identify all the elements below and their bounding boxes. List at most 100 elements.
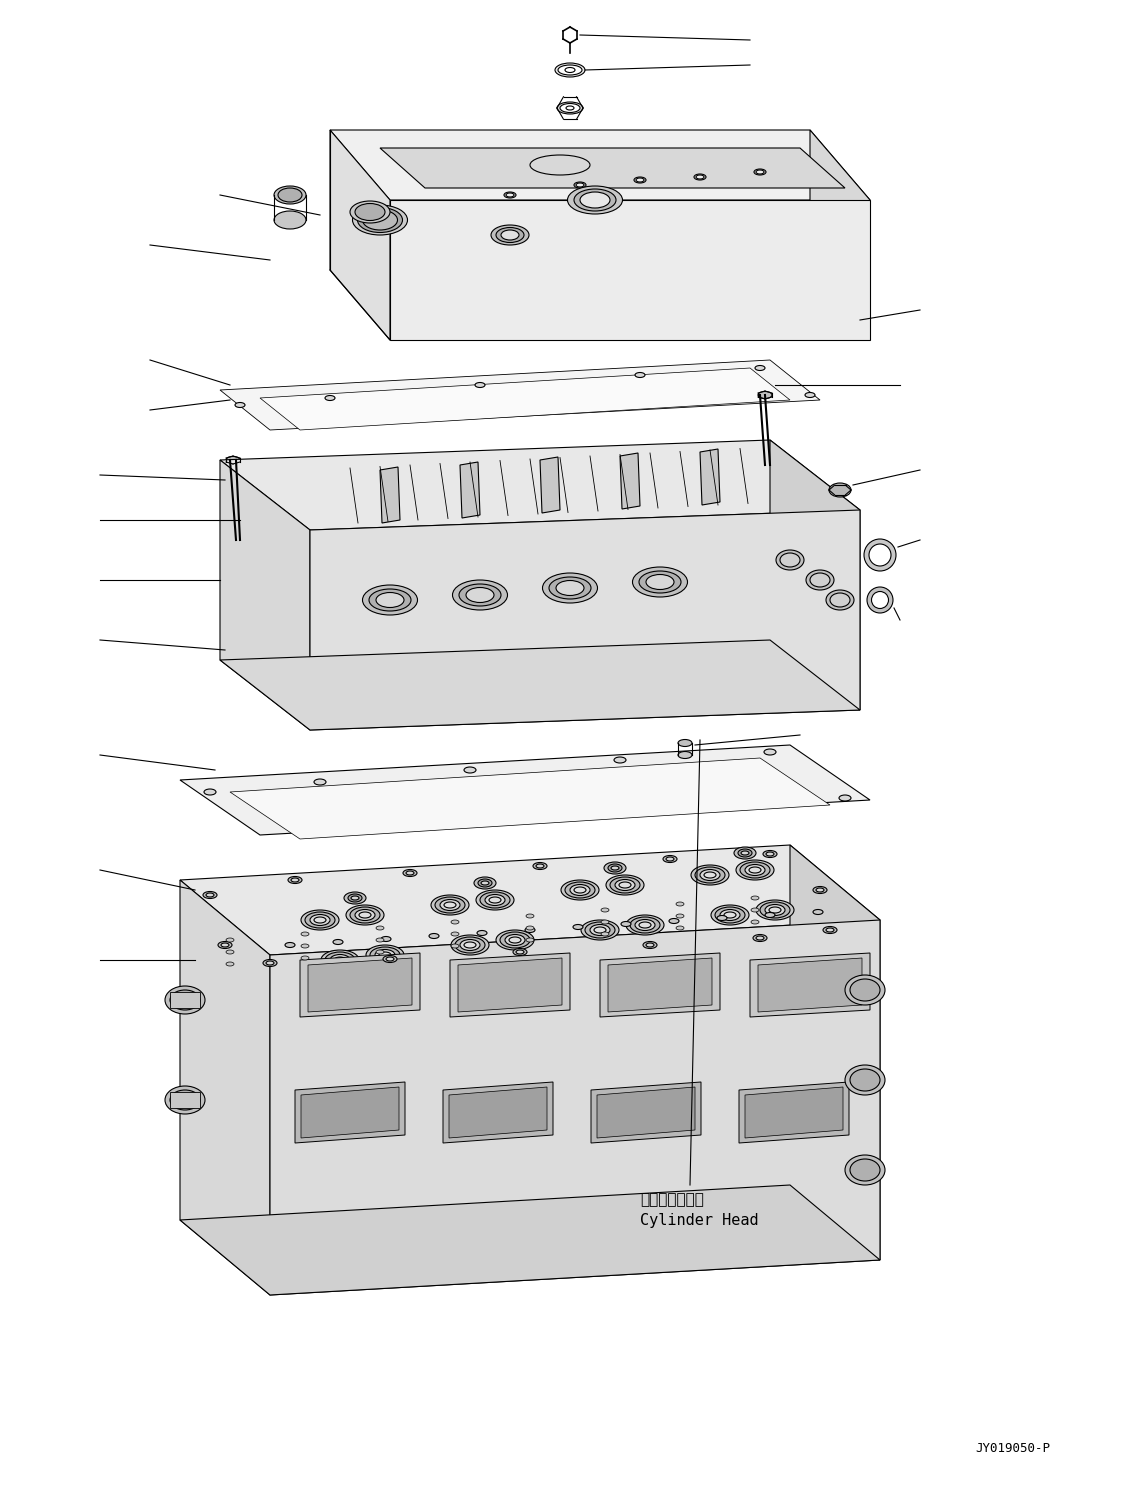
Ellipse shape [491,226,529,245]
Ellipse shape [288,876,302,884]
Ellipse shape [608,864,622,872]
Ellipse shape [330,955,350,965]
Ellipse shape [806,570,834,590]
Ellipse shape [780,552,800,567]
Ellipse shape [766,852,774,855]
Ellipse shape [555,581,584,595]
Ellipse shape [632,567,687,597]
Ellipse shape [350,200,390,223]
Ellipse shape [769,907,781,913]
Ellipse shape [344,892,366,904]
Ellipse shape [776,549,804,570]
Ellipse shape [630,918,660,933]
Ellipse shape [614,757,626,763]
Ellipse shape [477,931,487,936]
Polygon shape [270,921,880,1295]
Ellipse shape [646,575,674,590]
Ellipse shape [568,186,623,214]
Ellipse shape [370,947,400,962]
Ellipse shape [669,919,679,924]
Ellipse shape [612,866,620,870]
Ellipse shape [451,936,489,955]
Ellipse shape [810,573,830,587]
Polygon shape [450,953,570,1017]
Polygon shape [259,368,790,431]
Ellipse shape [474,878,496,890]
Ellipse shape [203,891,217,898]
Ellipse shape [826,590,854,610]
Ellipse shape [549,578,591,598]
Ellipse shape [285,943,295,947]
Ellipse shape [754,169,766,175]
Ellipse shape [845,1155,885,1185]
Ellipse shape [678,740,692,747]
Ellipse shape [301,933,309,936]
Polygon shape [230,757,830,839]
Ellipse shape [704,872,716,878]
Ellipse shape [366,944,403,965]
Ellipse shape [314,918,326,924]
Polygon shape [179,881,270,1295]
Ellipse shape [543,573,598,603]
Polygon shape [449,1087,547,1138]
Polygon shape [700,448,720,505]
Polygon shape [379,148,845,189]
Ellipse shape [475,383,485,388]
Polygon shape [179,845,880,955]
Ellipse shape [274,211,306,229]
Polygon shape [770,440,860,710]
Ellipse shape [724,912,736,918]
Ellipse shape [756,900,794,921]
Ellipse shape [499,933,530,947]
Ellipse shape [451,944,459,947]
Ellipse shape [235,402,245,407]
Ellipse shape [481,881,489,885]
Polygon shape [219,460,310,731]
Ellipse shape [226,456,240,463]
Ellipse shape [717,915,727,921]
Polygon shape [179,1185,880,1295]
Ellipse shape [226,962,234,967]
Ellipse shape [561,881,599,900]
Ellipse shape [696,175,704,180]
Ellipse shape [464,941,475,947]
Ellipse shape [526,927,534,930]
Ellipse shape [459,940,480,950]
Ellipse shape [753,934,767,941]
Ellipse shape [383,955,397,962]
Polygon shape [443,1083,553,1143]
Ellipse shape [720,909,740,921]
Ellipse shape [764,748,776,754]
Ellipse shape [478,879,491,887]
Ellipse shape [506,193,514,198]
Ellipse shape [734,846,756,858]
Ellipse shape [756,169,764,174]
Ellipse shape [826,928,834,933]
Polygon shape [390,200,870,340]
Ellipse shape [525,928,535,933]
Ellipse shape [756,365,765,370]
Ellipse shape [325,952,355,968]
Ellipse shape [601,933,609,936]
Polygon shape [810,131,870,340]
Ellipse shape [451,921,459,924]
Ellipse shape [813,887,828,894]
Ellipse shape [429,934,439,939]
Ellipse shape [676,927,684,930]
Ellipse shape [352,205,408,235]
Ellipse shape [745,864,765,876]
Ellipse shape [381,937,391,941]
Polygon shape [301,1087,399,1138]
Ellipse shape [676,913,684,918]
Ellipse shape [376,593,403,607]
Ellipse shape [369,590,411,610]
Ellipse shape [850,1069,880,1091]
Ellipse shape [736,860,774,881]
Ellipse shape [678,751,692,759]
Ellipse shape [451,933,459,936]
Ellipse shape [620,882,631,888]
Polygon shape [219,640,860,731]
Ellipse shape [751,907,759,912]
Ellipse shape [321,950,359,970]
Ellipse shape [756,936,764,940]
